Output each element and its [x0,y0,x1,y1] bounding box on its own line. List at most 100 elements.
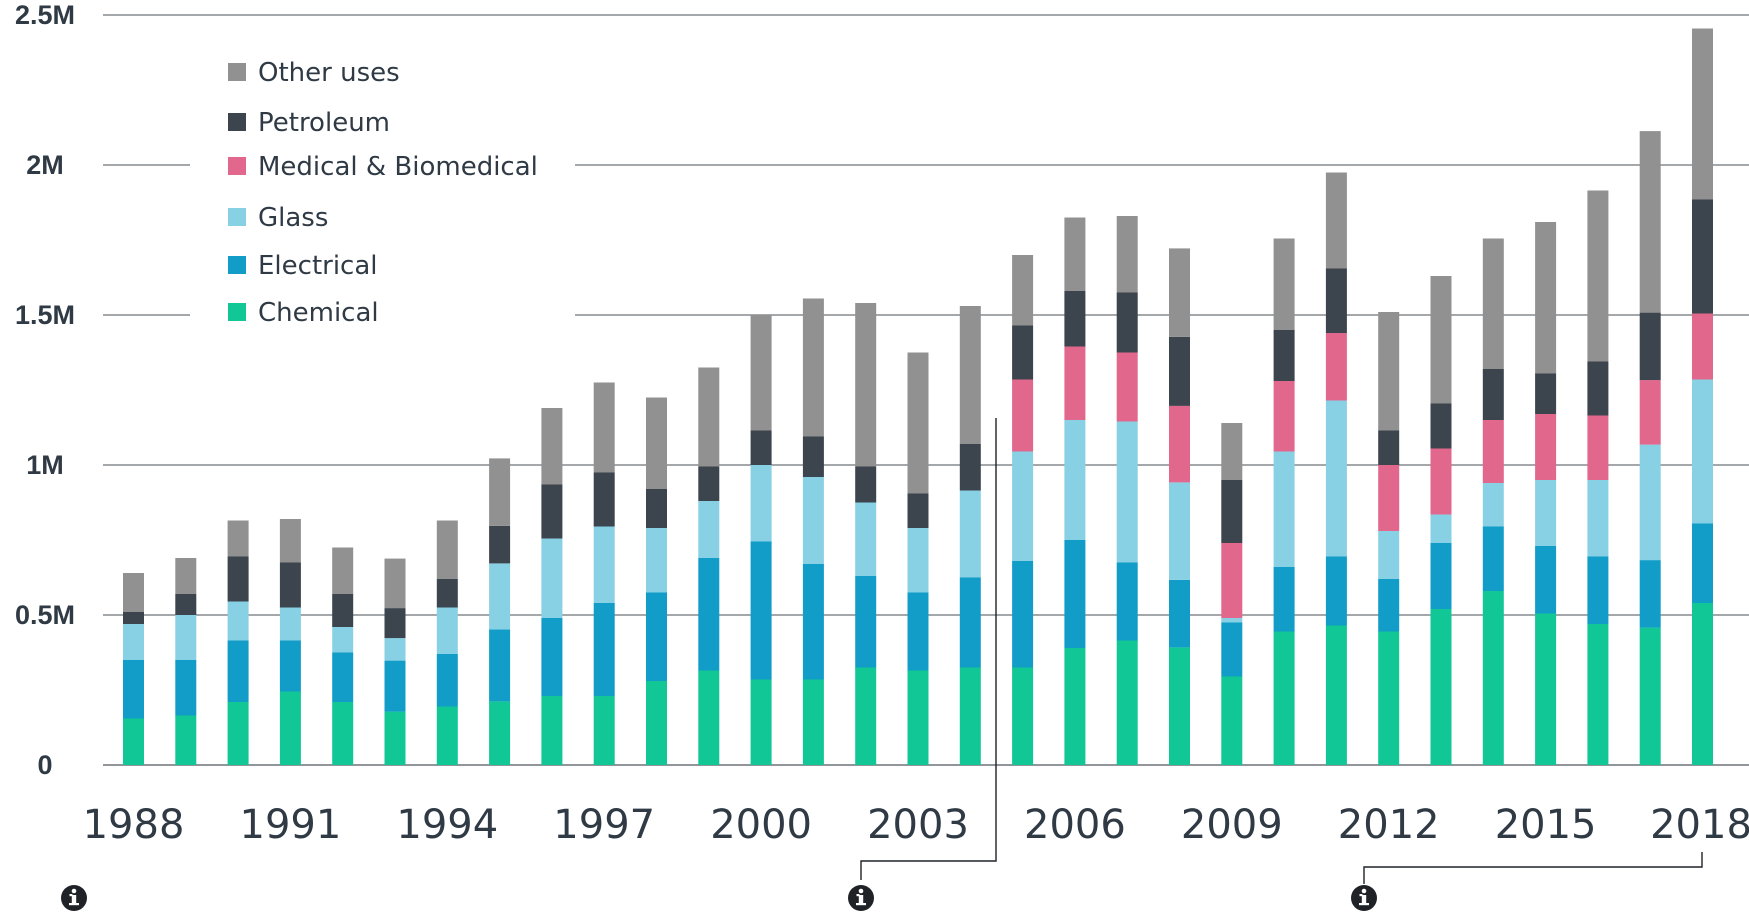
bar-segment-chemical-2018 [1692,603,1713,765]
bar-stack-2014 [1482,238,1504,765]
bar-stack-2004 [959,306,981,765]
y-tick-label: 0.5M [15,600,75,630]
bar-stack-1997 [593,382,615,765]
bar-segment-other-uses-1998 [646,397,667,489]
bar-segment-medical-biomedical-2014 [1482,420,1504,483]
bar-segment-petroleum-1990 [227,556,249,602]
bar-segment-other-uses-1994 [436,520,458,579]
bar-segment-other-uses-2001 [802,298,824,437]
bar-segment-petroleum-2016 [1587,361,1609,416]
bar-segment-glass-2015 [1535,480,1557,546]
bar-segment-other-uses-1997 [593,382,615,473]
bar-stack-2010 [1273,238,1295,765]
note-connector-2005 [860,418,997,880]
bar-segment-chemical-2000 [750,679,772,765]
bar-stack-2017 [1639,131,1661,765]
bar-stack-2018 [1692,28,1713,765]
bar-segment-glass-2014 [1482,483,1504,527]
x-tick-label: 2018 [1650,802,1749,848]
bar-segment-glass-1998 [646,528,667,593]
bar-segment-chemical-1996 [541,696,563,765]
legend-label: Chemical [258,298,379,328]
bar-segment-glass-2000 [750,465,772,542]
info-icon[interactable] [61,885,87,911]
info-icon[interactable] [848,885,874,911]
bar-segment-chemical-1997 [593,696,615,765]
bar-segment-chemical-1991 [279,691,301,765]
bar-segment-chemical-1995 [489,701,511,765]
bar-segment-other-uses-2004 [959,306,981,444]
bar-segment-electrical-2012 [1378,579,1400,632]
bar-segment-electrical-1988 [123,660,144,719]
legend-item-chemical: Chemical [228,298,379,328]
bar-segment-other-uses-1988 [123,573,144,612]
bar-segment-medical-biomedical-2005 [1012,379,1034,452]
bar-segment-glass-1996 [541,538,563,618]
bar-segment-electrical-1995 [489,629,511,702]
bar-stack-1990 [227,520,249,765]
bar-segment-other-uses-1989 [175,558,197,594]
bar-segment-electrical-2004 [959,577,981,668]
note-connector-2012-2018 [1363,852,1703,884]
bar-segment-medical-biomedical-2009 [1221,543,1243,618]
bar-stack-2009 [1221,423,1243,765]
bar-segment-petroleum-2003 [907,493,929,528]
bar-segment-other-uses-2018 [1692,28,1713,200]
bar-segment-glass-2018 [1692,379,1713,524]
bar-segment-electrical-2000 [750,541,772,680]
bar-segment-petroleum-1993 [384,608,406,639]
info-icon[interactable] [1351,885,1377,911]
legend-swatch [228,157,246,175]
bar-segment-glass-1991 [279,607,301,641]
bar-segment-chemical-2010 [1273,631,1295,765]
bar-segment-medical-biomedical-2012 [1378,465,1400,531]
bar-segment-other-uses-2017 [1639,131,1661,313]
bar-segment-petroleum-1996 [541,484,563,539]
bar-segment-petroleum-1991 [279,562,301,608]
bar-segment-other-uses-1999 [698,367,720,467]
bar-segment-petroleum-2011 [1325,268,1347,333]
bar-segment-medical-biomedical-2013 [1430,448,1452,515]
bar-segment-petroleum-2015 [1535,373,1557,414]
bar-segment-other-uses-2010 [1273,238,1295,330]
bar-segment-chemical-1992 [332,702,354,765]
x-tick-label: 1994 [396,802,498,848]
bar-segment-other-uses-1990 [227,520,249,557]
legend-label: Other uses [258,58,400,88]
bar-segment-electrical-1990 [227,640,249,702]
x-tick-label: 2009 [1181,802,1283,848]
bar-segment-medical-biomedical-2018 [1692,313,1713,380]
bar-stack-1993 [384,558,406,765]
bar-segment-chemical-1998 [646,681,667,765]
bar-segment-petroleum-2006 [1064,291,1086,347]
bar-segment-other-uses-1995 [489,458,511,526]
bar-segment-glass-2006 [1064,420,1086,540]
x-tick-label: 2003 [867,802,969,848]
bar-segment-petroleum-2013 [1430,403,1452,449]
bar-segment-other-uses-2003 [907,352,929,494]
x-tick-label: 2012 [1338,802,1440,848]
legend-swatch [228,208,246,226]
bar-segment-glass-2008 [1169,482,1190,580]
bar-segment-other-uses-2012 [1378,312,1400,431]
bar-segment-electrical-1996 [541,618,563,696]
bar-segment-electrical-1992 [332,652,354,702]
bar-segment-chemical-2004 [959,667,981,765]
bar-stack-2015 [1535,222,1557,765]
bar-segment-petroleum-1989 [175,594,197,615]
bar-segment-chemical-1990 [227,702,249,765]
legend-label: Medical & Biomedical [258,152,538,182]
bar-segment-electrical-2001 [802,564,824,680]
bar-segment-chemical-1993 [384,711,406,765]
bar-segment-chemical-2001 [802,679,824,765]
bar-stack-2007 [1116,216,1138,765]
bar-segment-petroleum-2007 [1116,292,1138,353]
bar-segment-medical-biomedical-2016 [1587,415,1609,480]
bar-segment-electrical-1997 [593,603,615,696]
bar-segment-electrical-2003 [907,592,929,671]
bar-segment-other-uses-2011 [1325,172,1347,269]
bar-segment-medical-biomedical-2011 [1325,333,1347,401]
bar-segment-glass-2010 [1273,451,1295,567]
bar-segment-medical-biomedical-2015 [1535,414,1557,480]
bar-segment-other-uses-2007 [1116,216,1138,293]
